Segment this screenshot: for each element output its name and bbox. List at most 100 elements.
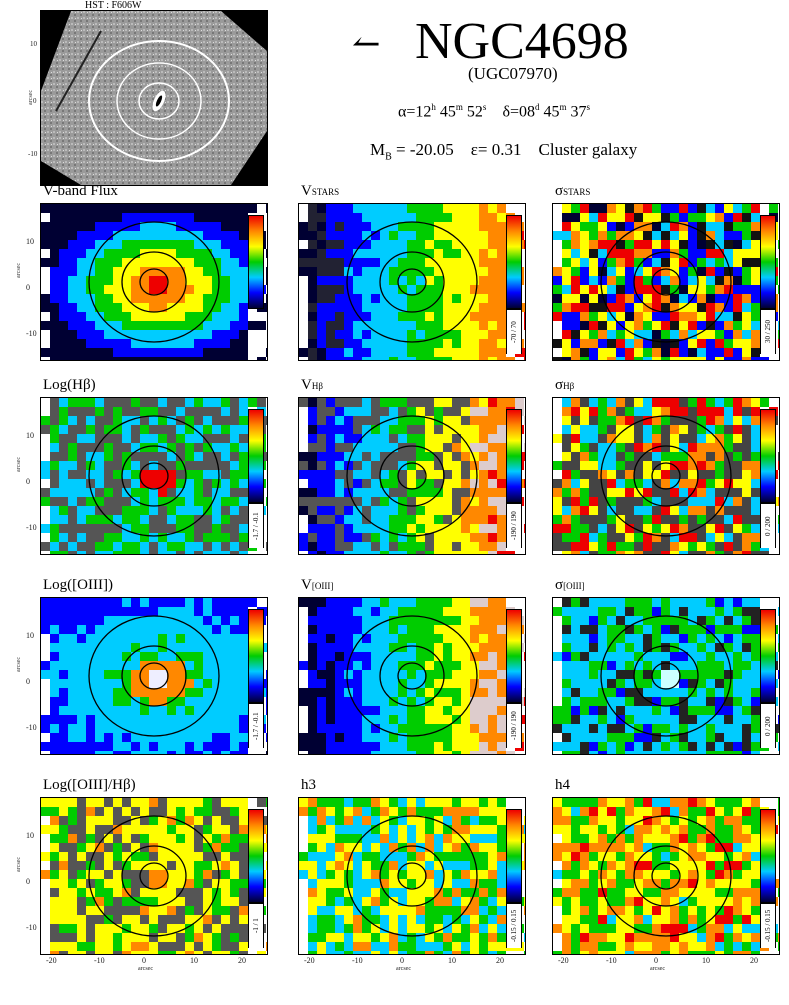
panel-title-text: Log([OIII]/Hβ)	[43, 777, 136, 793]
dec-m: 45	[539, 103, 560, 121]
panel-title-text: h4	[555, 777, 570, 793]
y-tick-label: 0	[26, 877, 30, 886]
panel-title-shb: σHβ	[555, 377, 574, 394]
panel-title-text: V	[301, 577, 312, 593]
panel-title-vstars: VSTARS	[301, 183, 339, 200]
colorbar-range-sstars: 30 / 250	[760, 309, 776, 354]
x-axis-label: arcsec	[138, 966, 153, 972]
ra: α=12	[398, 103, 432, 121]
galaxy-name: NGC4698	[415, 13, 629, 70]
colorbar-range-ratio: -1 / 1	[248, 903, 264, 948]
colorbar-vband	[248, 215, 264, 309]
x-tick-label: -20	[46, 956, 57, 965]
x-tick-label: 10	[190, 956, 198, 965]
ra-s: 52	[462, 103, 483, 121]
x-tick-label: -10	[606, 956, 617, 965]
y-tick-label: 10	[26, 431, 34, 440]
y-tick-label: -10	[26, 923, 37, 932]
x-tick-label: 20	[750, 956, 758, 965]
hst-ytick: 10	[30, 40, 37, 48]
colorbar-range-voiii: -190 / 190	[506, 703, 522, 748]
map-panel-vstars	[298, 203, 526, 361]
panel-title-sub: STARS	[563, 187, 591, 197]
x-tick-label: 20	[238, 956, 246, 965]
y-tick-label: 10	[26, 631, 34, 640]
colorbar-range-hb: -1.7 / -0.1	[248, 503, 264, 548]
panel-title-sub: Hβ	[311, 381, 323, 391]
galaxy-type: Cluster galaxy	[538, 140, 638, 159]
y-tick-label: -10	[26, 329, 37, 338]
x-tick-label: 10	[448, 956, 456, 965]
map-panel-shb	[552, 397, 780, 555]
colorbar-sstars	[760, 215, 776, 309]
colorbar-vhb	[506, 409, 522, 503]
colorbar-range-shb: 0 / 200	[760, 503, 776, 548]
map-panel-vhb	[298, 397, 526, 555]
hst-label: HST : F606W	[85, 0, 142, 11]
colorbar-soiii	[760, 609, 776, 703]
panel-title-sub: STARS	[311, 187, 340, 197]
y-tick-label: 0	[26, 677, 30, 686]
panel-title-text: Log([OIII])	[43, 577, 113, 593]
x-tick-label: 0	[400, 956, 404, 965]
y-tick-label: 0	[26, 477, 30, 486]
panel-title-sstars: σSTARS	[555, 183, 590, 200]
ra-m: 45	[435, 103, 456, 121]
panel-title-text: σ	[555, 577, 564, 593]
colorbar-voiii	[506, 609, 522, 703]
ugc-id: (UGC07970)	[468, 64, 558, 83]
colorbar-range-vhb: -190 / 190	[506, 503, 522, 548]
colorbar-range-h4: -0.15 / 0.15	[760, 903, 776, 948]
mb: M	[370, 140, 386, 159]
x-axis-label: arcsec	[650, 966, 665, 972]
ra-m-unit: m	[455, 102, 463, 112]
panel-title-text: V-band Flux	[43, 183, 118, 199]
y-tick-label: 10	[26, 237, 34, 246]
dec-m-unit: m	[559, 102, 567, 112]
map-panel-ratio	[40, 797, 268, 955]
colorbar-h3	[506, 809, 522, 903]
panel-title-oiii: Log([OIII])	[43, 577, 113, 594]
colorbar-oiii	[248, 609, 264, 703]
dec-d: d	[535, 102, 540, 112]
panel-title-text: Log(Hβ)	[43, 377, 96, 393]
hst-image	[40, 10, 268, 186]
panel-title-vband: V-band Flux	[43, 183, 118, 200]
colorbar-h4	[760, 809, 776, 903]
x-tick-label: 20	[496, 956, 504, 965]
panel-title-sub: [OIII]	[311, 581, 334, 591]
panel-title-soiii: σ[OIII]	[555, 577, 585, 594]
panel-title-text: h3	[301, 777, 316, 793]
panel-title-vhb: VHβ	[301, 377, 323, 394]
y-tick-label: -10	[26, 723, 37, 732]
galaxy-properties: MB = -20.05 ε= 0.31 Cluster galaxy	[370, 140, 637, 162]
x-tick-label: 0	[654, 956, 658, 965]
y-tick-label: 10	[26, 831, 34, 840]
map-panel-voiii	[298, 597, 526, 755]
x-tick-label: 10	[702, 956, 710, 965]
map-panel-hb	[40, 397, 268, 555]
mb-sub: B	[385, 151, 392, 163]
panel-title-sub: [OIII]	[563, 581, 585, 591]
dec: δ=08	[502, 103, 535, 121]
x-axis-label: arcsec	[396, 966, 411, 972]
panel-title-h3: h3	[301, 777, 316, 794]
hst-ytick: 0	[33, 97, 37, 105]
map-panel-sstars	[552, 203, 780, 361]
colorbar-hb	[248, 409, 264, 503]
x-tick-label: -10	[352, 956, 363, 965]
coordinates: α=12h 45m 52s δ=08d 45m 37s	[398, 102, 590, 121]
panel-title-voiii: V[OIII]	[301, 577, 333, 594]
y-tick-label: 0	[26, 283, 30, 292]
x-tick-label: -20	[558, 956, 569, 965]
colorbar-shb	[760, 409, 776, 503]
y-axis-label: arcsec	[16, 457, 22, 472]
panel-title-text: V	[301, 377, 312, 393]
mb-value: = -20.05	[391, 140, 454, 159]
hst-ylabel: arcsec	[28, 90, 34, 105]
panel-title-text: σ	[555, 377, 564, 393]
dec-s: 37	[566, 103, 587, 121]
y-axis-label: arcsec	[16, 857, 22, 872]
hst-ytick: -10	[28, 150, 38, 158]
panel-title-text: σ	[555, 183, 564, 199]
